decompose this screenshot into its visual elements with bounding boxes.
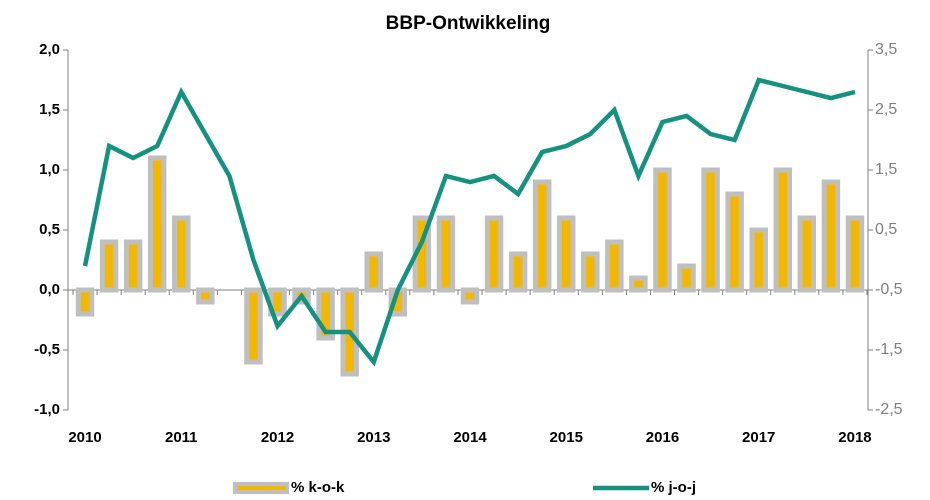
y-tick-label: 2,0 [39, 41, 60, 58]
y-tick-label: -1,0 [34, 401, 60, 418]
bar [123, 239, 143, 293]
x-tick-label: 2018 [838, 429, 871, 446]
chart-title: BBP-Ontwikkeling [386, 13, 551, 34]
y2-tick-label: 1,5 [875, 161, 897, 178]
bar [172, 215, 191, 293]
bar [797, 215, 817, 293]
bar [557, 215, 576, 293]
bar [581, 251, 600, 293]
bar [532, 179, 552, 293]
y-tick-label: 1,0 [39, 161, 60, 178]
bar [821, 179, 841, 293]
bar [725, 191, 744, 293]
bar [508, 251, 528, 293]
bar [147, 155, 167, 293]
bar [460, 287, 480, 305]
bar [605, 239, 624, 293]
x-tick-label: 2010 [68, 429, 101, 446]
line [82, 77, 856, 367]
x-tick-label: 2014 [453, 429, 487, 446]
bar [773, 167, 793, 293]
bar [845, 215, 865, 293]
legend-swatch [233, 482, 289, 494]
y2-tick-label: -1,5 [875, 341, 903, 358]
bar [629, 275, 648, 293]
legend-label: % k-o-k [291, 479, 345, 496]
bar [364, 251, 383, 293]
y2-tick-label: -0,5 [875, 281, 903, 298]
bar [99, 239, 119, 293]
x-tick-label: 2017 [742, 429, 775, 446]
y2-tick-label: 2,5 [875, 101, 897, 118]
y2-tick-label: -2,5 [875, 401, 903, 418]
y2-tick-label: 3,5 [875, 41, 897, 58]
x-tick-label: 2012 [261, 429, 294, 446]
x-tick-label: 2016 [646, 429, 679, 446]
y2-tick-label: 0,5 [875, 221, 897, 238]
bar [749, 227, 768, 293]
bar [244, 287, 263, 365]
bar [436, 215, 456, 293]
bar [701, 167, 720, 293]
bar [196, 287, 215, 305]
bar [484, 215, 504, 293]
y-tick-label: -0,5 [34, 341, 60, 358]
bar [653, 167, 672, 293]
y-tick-label: 1,5 [39, 101, 60, 118]
bar [75, 287, 95, 317]
y-tick-label: 0,0 [39, 281, 60, 298]
y-tick-label: 0,5 [39, 221, 60, 238]
x-tick-label: 2013 [357, 429, 390, 446]
x-tick-label: 2015 [550, 429, 583, 446]
bar [677, 263, 696, 293]
legend-label: % j-o-j [651, 479, 696, 496]
x-tick-label: 2011 [165, 429, 198, 446]
